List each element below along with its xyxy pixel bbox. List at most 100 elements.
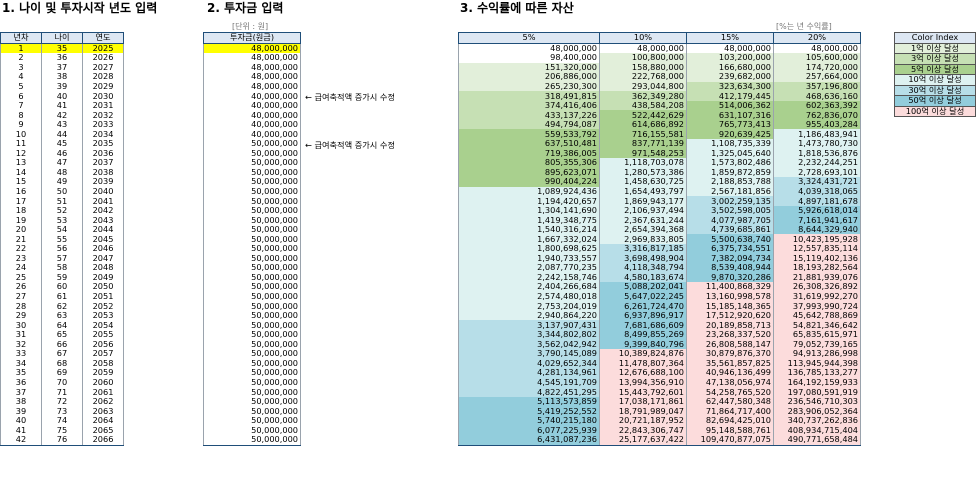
year-cell[interactable]: 2034: [82, 129, 124, 140]
year-cell[interactable]: 2036: [82, 149, 124, 159]
principal-cell[interactable]: 50,000,000: [203, 225, 301, 235]
principal-cell[interactable]: 40,000,000: [203, 120, 301, 130]
principal-cell[interactable]: 50,000,000: [203, 378, 301, 388]
principal-cell[interactable]: 50,000,000: [203, 254, 301, 264]
year-cell[interactable]: 2025: [82, 43, 124, 54]
year-index-cell[interactable]: 38: [0, 397, 42, 407]
principal-cell[interactable]: 48,000,000: [203, 43, 301, 54]
year-cell[interactable]: 2041: [82, 196, 124, 206]
year-cell[interactable]: 2062: [82, 397, 124, 407]
year-cell[interactable]: 2045: [82, 234, 124, 245]
year-cell[interactable]: 2056: [82, 339, 124, 350]
year-cell[interactable]: 2031: [82, 101, 124, 111]
principal-cell[interactable]: 50,000,000: [203, 425, 301, 435]
principal-cell[interactable]: 40,000,000: [203, 129, 301, 140]
year-index-cell[interactable]: 36: [0, 378, 42, 388]
year-cell[interactable]: 2059: [82, 368, 124, 378]
principal-cell[interactable]: 40,000,000: [203, 91, 301, 101]
principal-cell[interactable]: 50,000,000: [203, 139, 301, 149]
principal-cell[interactable]: 50,000,000: [203, 292, 301, 302]
year-cell[interactable]: 2052: [82, 301, 124, 311]
year-cell[interactable]: 2049: [82, 273, 124, 283]
age-cell[interactable]: 61: [41, 292, 83, 302]
age-cell[interactable]: 50: [41, 187, 83, 197]
year-cell[interactable]: 2033: [82, 120, 124, 130]
year-index-cell[interactable]: 5: [0, 82, 42, 92]
year-cell[interactable]: 2053: [82, 311, 124, 321]
year-cell[interactable]: 2060: [82, 378, 124, 388]
year-cell[interactable]: 2063: [82, 406, 124, 416]
year-cell[interactable]: 2029: [82, 82, 124, 92]
principal-cell[interactable]: 50,000,000: [203, 359, 301, 369]
age-cell[interactable]: 76: [41, 435, 83, 446]
year-cell[interactable]: 2030: [82, 91, 124, 101]
year-cell[interactable]: 2038: [82, 168, 124, 178]
year-cell[interactable]: 2039: [82, 177, 124, 187]
age-cell[interactable]: 41: [41, 101, 83, 111]
year-cell[interactable]: 2032: [82, 110, 124, 120]
principal-cell[interactable]: 50,000,000: [203, 435, 301, 446]
principal-cell[interactable]: 48,000,000: [203, 72, 301, 82]
principal-cell[interactable]: 48,000,000: [203, 82, 301, 92]
principal-cell[interactable]: 40,000,000: [203, 110, 301, 120]
year-index-cell[interactable]: 16: [0, 187, 42, 197]
year-cell[interactable]: 2051: [82, 292, 124, 302]
year-cell[interactable]: 2026: [82, 53, 124, 63]
year-cell[interactable]: 2043: [82, 215, 124, 225]
principal-cell[interactable]: 50,000,000: [203, 215, 301, 225]
principal-cell[interactable]: 50,000,000: [203, 397, 301, 407]
year-index-cell[interactable]: 40: [0, 416, 42, 426]
principal-cell[interactable]: 50,000,000: [203, 234, 301, 245]
principal-cell[interactable]: 50,000,000: [203, 177, 301, 187]
principal-cell[interactable]: 50,000,000: [203, 349, 301, 359]
principal-cell[interactable]: 50,000,000: [203, 416, 301, 426]
principal-cell[interactable]: 50,000,000: [203, 168, 301, 178]
principal-cell[interactable]: 50,000,000: [203, 282, 301, 292]
year-cell[interactable]: 2047: [82, 254, 124, 264]
principal-cell[interactable]: 50,000,000: [203, 263, 301, 273]
year-cell[interactable]: 2065: [82, 425, 124, 435]
age-cell[interactable]: 72: [41, 397, 83, 407]
year-index-cell[interactable]: 27: [0, 292, 42, 302]
year-index-cell[interactable]: 42: [0, 435, 42, 446]
year-cell[interactable]: 2058: [82, 359, 124, 369]
principal-cell[interactable]: 50,000,000: [203, 206, 301, 216]
principal-cell[interactable]: 50,000,000: [203, 149, 301, 159]
principal-cell[interactable]: 50,000,000: [203, 311, 301, 321]
year-cell[interactable]: 2054: [82, 320, 124, 330]
year-cell[interactable]: 2027: [82, 63, 124, 73]
year-cell[interactable]: 2055: [82, 330, 124, 340]
principal-cell[interactable]: 50,000,000: [203, 158, 301, 168]
principal-cell[interactable]: 48,000,000: [203, 63, 301, 73]
principal-cell[interactable]: 48,000,000: [203, 53, 301, 63]
age-cell[interactable]: 74: [41, 416, 83, 426]
principal-cell[interactable]: 50,000,000: [203, 339, 301, 350]
year-cell[interactable]: 2035: [82, 139, 124, 149]
year-index-cell[interactable]: 29: [0, 311, 42, 321]
year-cell[interactable]: 2050: [82, 282, 124, 292]
principal-cell[interactable]: 50,000,000: [203, 187, 301, 197]
year-cell[interactable]: 2064: [82, 416, 124, 426]
age-cell[interactable]: 70: [41, 378, 83, 388]
age-cell[interactable]: 52: [41, 206, 83, 216]
principal-cell[interactable]: 50,000,000: [203, 368, 301, 378]
year-cell[interactable]: 2066: [82, 435, 124, 446]
year-cell[interactable]: 2028: [82, 72, 124, 82]
year-index-cell[interactable]: 18: [0, 206, 42, 216]
year-cell[interactable]: 2044: [82, 225, 124, 235]
year-cell[interactable]: 2042: [82, 206, 124, 216]
principal-cell[interactable]: 50,000,000: [203, 406, 301, 416]
year-cell[interactable]: 2046: [82, 244, 124, 254]
year-cell[interactable]: 2040: [82, 187, 124, 197]
year-cell[interactable]: 2061: [82, 387, 124, 397]
age-cell[interactable]: 39: [41, 82, 83, 92]
principal-cell[interactable]: 50,000,000: [203, 244, 301, 254]
principal-cell[interactable]: 40,000,000: [203, 101, 301, 111]
year-cell[interactable]: 2037: [82, 158, 124, 168]
principal-cell[interactable]: 50,000,000: [203, 301, 301, 311]
year-cell[interactable]: 2048: [82, 263, 124, 273]
principal-cell[interactable]: 50,000,000: [203, 196, 301, 206]
year-cell[interactable]: 2057: [82, 349, 124, 359]
principal-cell[interactable]: 50,000,000: [203, 273, 301, 283]
principal-cell[interactable]: 50,000,000: [203, 330, 301, 340]
